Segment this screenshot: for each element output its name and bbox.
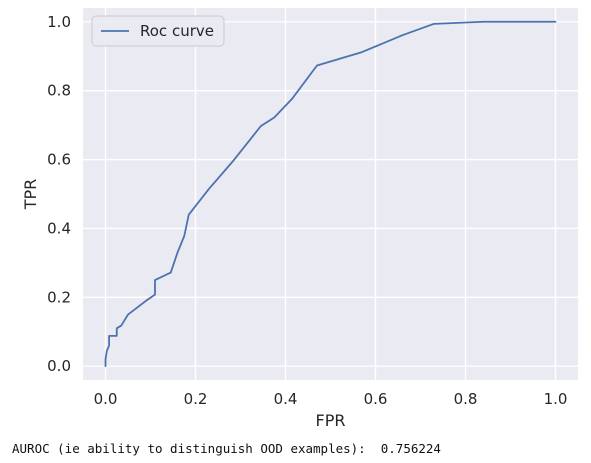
y-tick-label: 0.6 xyxy=(47,151,71,169)
y-tick-label: 0.4 xyxy=(47,219,71,237)
legend-label: Roc curve xyxy=(140,22,214,40)
x-tick-label: 0.0 xyxy=(94,390,118,408)
y-tick-label: 1.0 xyxy=(47,13,71,31)
x-tick-label: 0.6 xyxy=(364,390,388,408)
x-tick-label: 0.2 xyxy=(184,390,208,408)
auroc-readout: AUROC (ie ability to distinguish OOD exa… xyxy=(12,441,441,456)
y-tick-label: 0.8 xyxy=(47,82,71,100)
roc-chart: 0.0 0.2 0.4 0.6 0.8 1.0 0.0 0.2 0.4 0.6 0.8 1.0 FPR T… xyxy=(21,8,578,430)
x-tick-label: 1.0 xyxy=(544,390,568,408)
y-tick-label: 0.2 xyxy=(47,288,71,306)
x-tick-label: 0.8 xyxy=(454,390,478,408)
x-axis-label: FPR xyxy=(316,411,346,430)
legend-box xyxy=(91,15,225,47)
x-tick-label: 0.4 xyxy=(274,390,298,408)
y-tick-label: 0.0 xyxy=(47,357,71,375)
roc-curve-line xyxy=(104,20,557,368)
plot-background xyxy=(83,8,578,380)
y-axis-label: TPR xyxy=(21,179,40,211)
